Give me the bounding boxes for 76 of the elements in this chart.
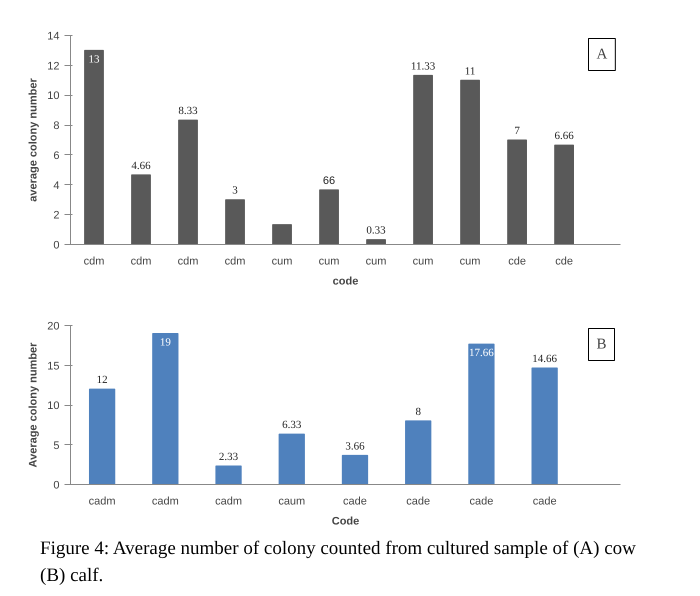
data-label: 3 xyxy=(232,184,238,197)
caption: Figure 4: Average number of colony counted from cultured sample of (A) cow (B) calf. xyxy=(40,537,637,588)
bar xyxy=(366,239,386,244)
bar xyxy=(460,80,480,244)
y-tick-label: 10 xyxy=(47,90,60,102)
x-tick-label: cadm xyxy=(152,496,179,508)
bar xyxy=(215,465,242,484)
x-tick-label: cde xyxy=(508,256,526,268)
data-label: 2.33 xyxy=(218,450,239,463)
x-tick-label: cde xyxy=(555,256,573,268)
y-tick-label: 20 xyxy=(47,320,60,332)
data-label: 3.66 xyxy=(345,440,366,452)
x-tick-label: cum xyxy=(272,256,292,268)
x-tick-label: cade xyxy=(406,496,430,508)
data-label: 4.66 xyxy=(131,160,152,172)
bar xyxy=(225,199,245,244)
x-tick-label: caum xyxy=(278,496,306,508)
bar xyxy=(507,140,527,244)
annotation: 66 xyxy=(322,174,336,187)
x-tick-label: cade xyxy=(469,496,494,508)
data-label: 14.66 xyxy=(532,352,558,365)
data-label: 12 xyxy=(96,374,108,386)
x-tick-label: cade xyxy=(343,496,367,508)
bar xyxy=(554,144,574,244)
x-tick-label: cadm xyxy=(215,496,242,508)
data-label: 7 xyxy=(514,125,520,137)
x-tick-label: cum xyxy=(318,256,340,268)
bar xyxy=(531,367,558,484)
x-tick-label: cdm xyxy=(84,256,104,268)
x-tick-label: cdm xyxy=(178,256,198,268)
y-tick-label: 2 xyxy=(53,210,60,222)
x-tick-label: cum xyxy=(460,256,480,268)
x-tick-label: cdm xyxy=(224,256,246,268)
bar xyxy=(178,120,198,244)
annotation: B xyxy=(596,336,607,352)
y-tick-label: 0 xyxy=(53,480,60,492)
data-label: 0.33 xyxy=(366,224,386,237)
bar xyxy=(413,74,433,244)
x-tick-label: cadm xyxy=(88,496,116,508)
data-label: 11.33 xyxy=(410,60,436,72)
bar xyxy=(88,388,116,484)
bar xyxy=(84,50,104,244)
data-label: 11 xyxy=(464,65,476,78)
data-label: 6.33 xyxy=(282,419,302,432)
data-label: 8.33 xyxy=(178,105,198,118)
bar xyxy=(468,344,495,484)
bar xyxy=(319,189,339,244)
data-label: 13 xyxy=(88,53,100,66)
data-label: 17.66 xyxy=(469,347,494,360)
y-axis-title: average colony number xyxy=(27,78,40,202)
y-tick-label: 5 xyxy=(53,440,60,452)
data-label: 6.66 xyxy=(554,130,574,142)
x-tick-label: cum xyxy=(366,256,386,268)
y-tick-label: 0 xyxy=(53,240,60,252)
x-tick-label: cade xyxy=(532,496,557,508)
bar xyxy=(131,174,151,244)
data-label: 8 xyxy=(415,406,422,418)
y-tick-label: 12 xyxy=(47,60,60,72)
bar xyxy=(342,454,368,484)
y-tick-label: 6 xyxy=(53,150,60,162)
bar xyxy=(278,434,305,484)
y-tick-label: 8 xyxy=(53,120,60,132)
x-tick-label: cum xyxy=(412,256,434,268)
y-tick-label: 4 xyxy=(53,180,60,192)
y-tick-label: 10 xyxy=(47,400,60,412)
x-axis-title: Code xyxy=(332,516,360,528)
data-label: 19 xyxy=(160,336,172,348)
annotation: A xyxy=(596,46,608,62)
bar xyxy=(272,224,292,244)
bar xyxy=(152,332,178,484)
y-axis-title: Average colony number xyxy=(27,342,40,468)
y-tick-label: 14 xyxy=(47,30,60,42)
x-tick-label: cdm xyxy=(130,256,152,268)
y-tick-label: 15 xyxy=(47,360,60,372)
bar xyxy=(405,420,432,484)
x-axis-title: code xyxy=(332,276,358,288)
